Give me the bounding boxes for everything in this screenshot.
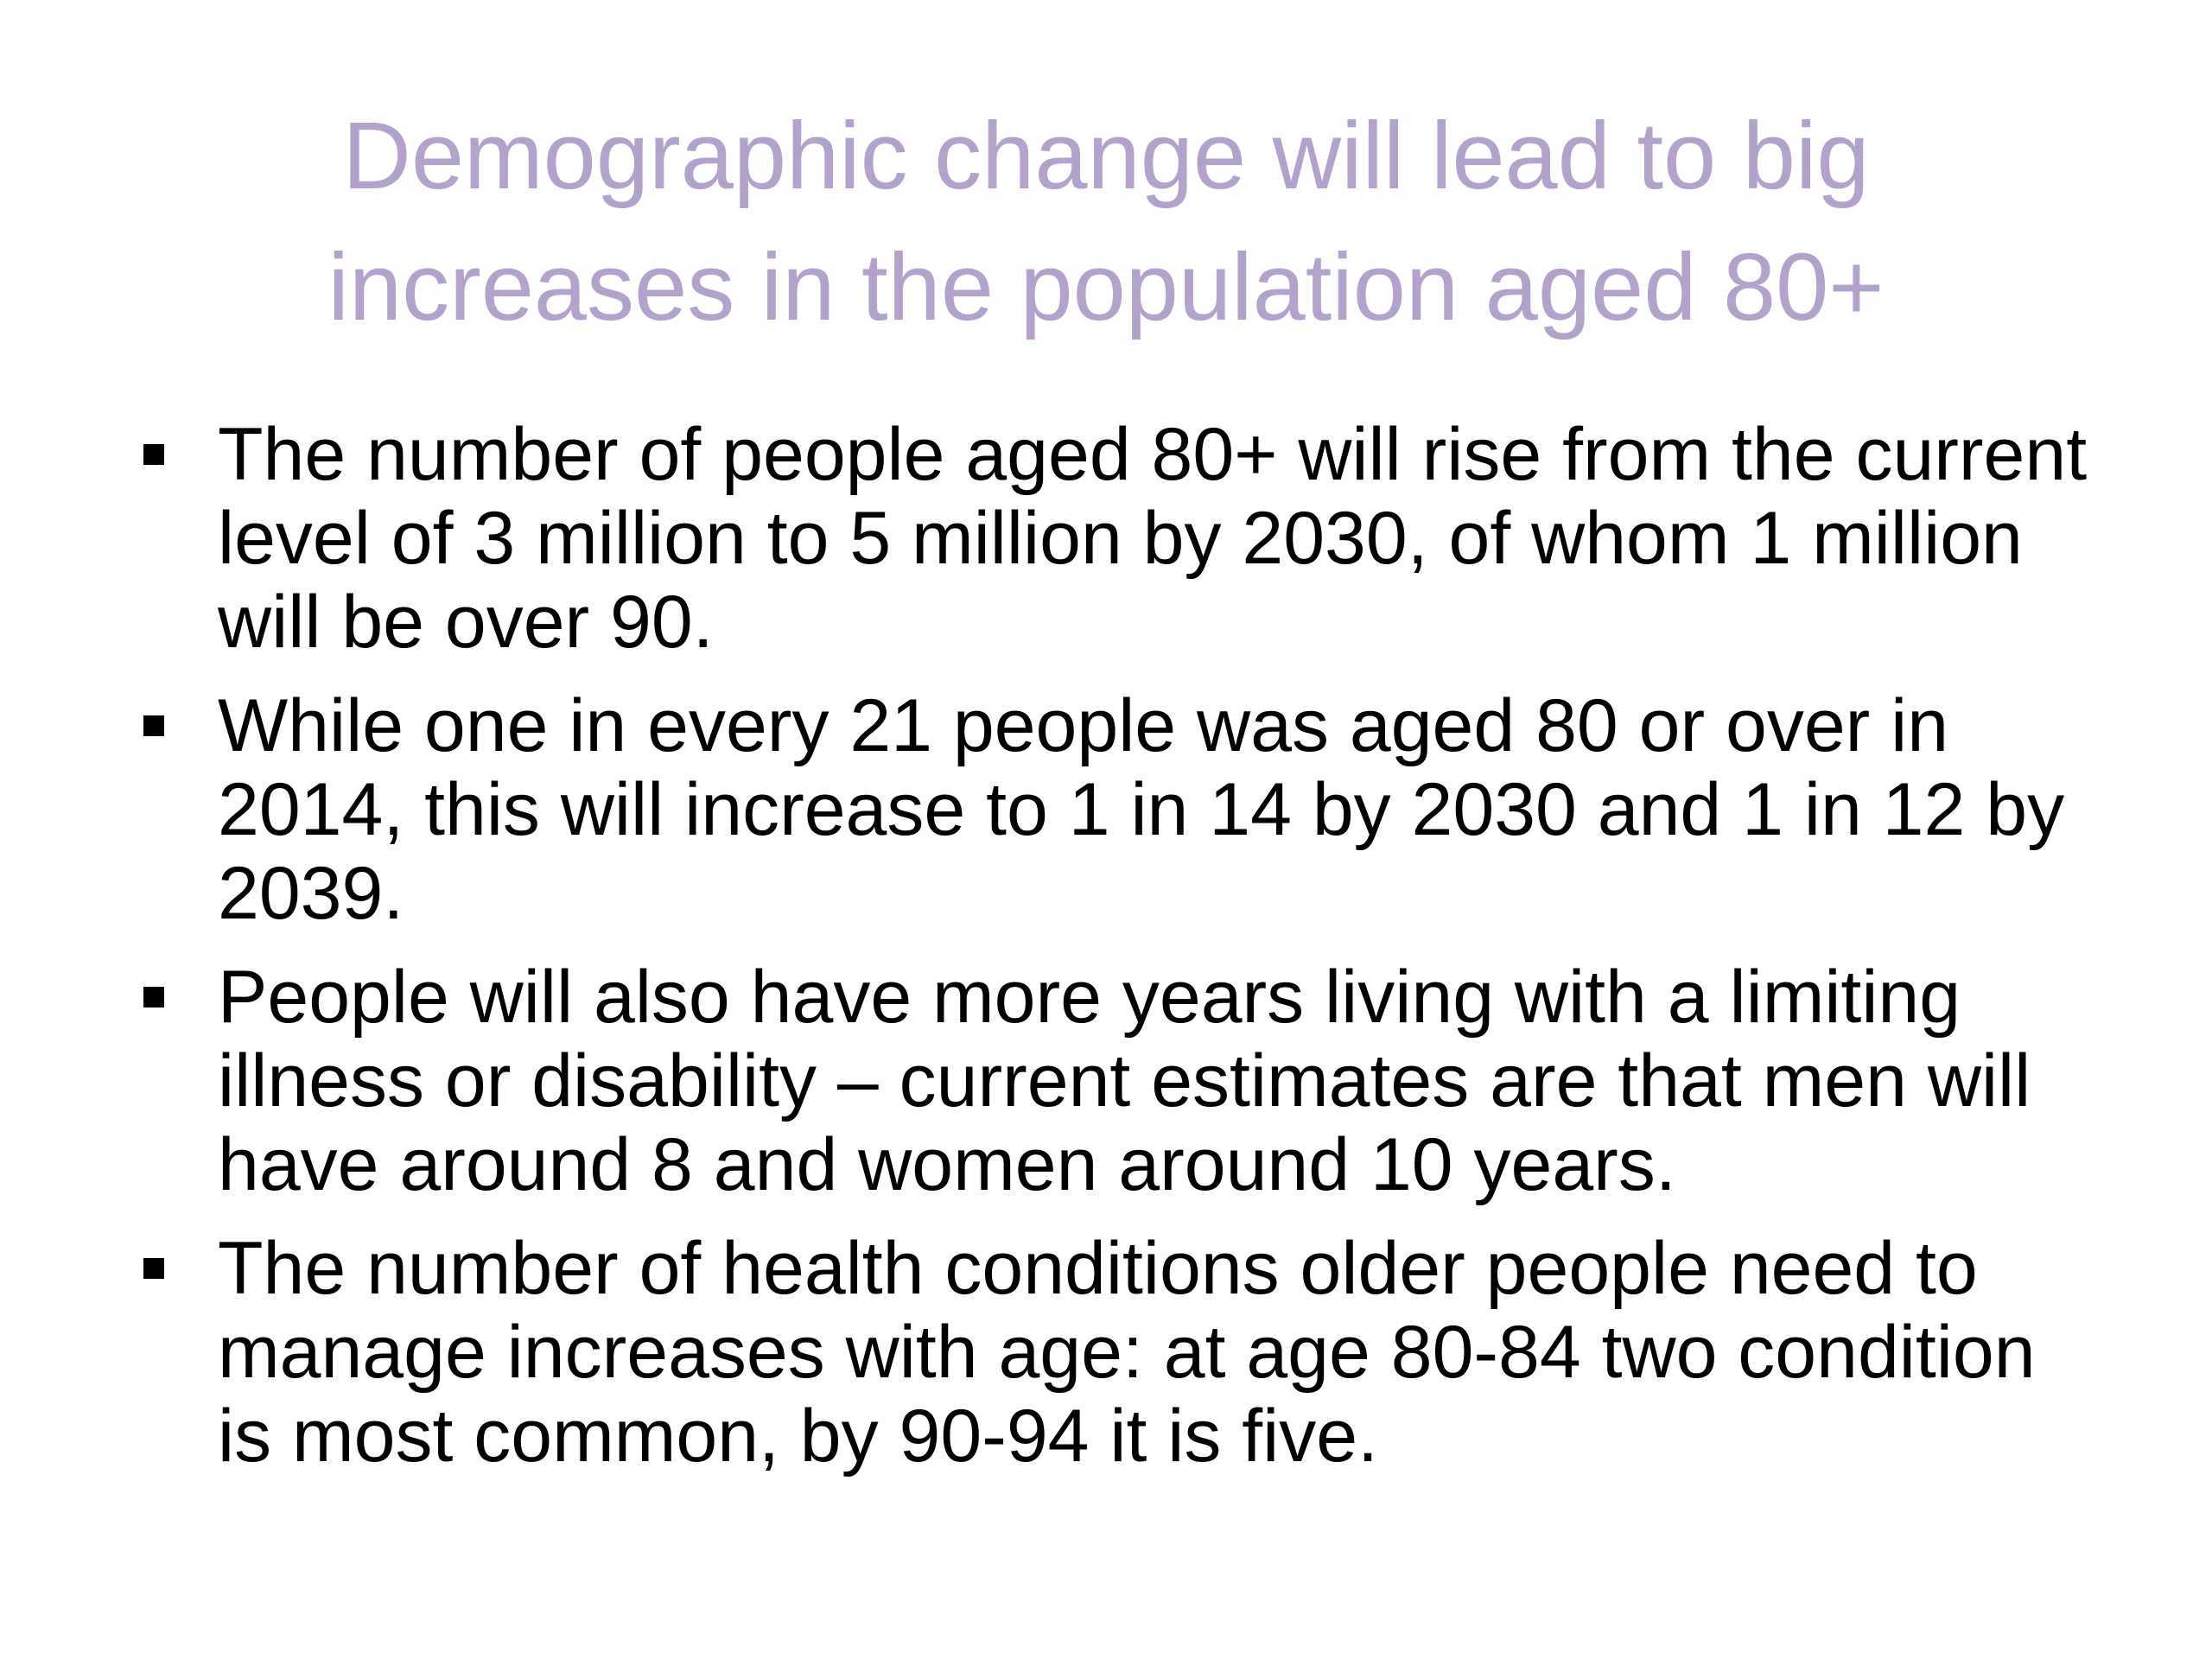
title-line-2: increases in the population aged 80+ — [327, 234, 1885, 340]
bullet-item: While one in every 21 people was aged 80… — [138, 684, 2108, 936]
bullet-text: People will also have more years living … — [218, 956, 2031, 1206]
bullet-item: People will also have more years living … — [138, 956, 2108, 1207]
square-bullet-icon — [143, 444, 164, 465]
square-bullet-icon — [143, 987, 164, 1007]
square-bullet-icon — [143, 1258, 164, 1279]
bullet-text: While one in every 21 people was aged 80… — [218, 684, 2065, 935]
square-bullet-icon — [143, 715, 164, 736]
bullet-item: The number of health conditions older pe… — [138, 1227, 2108, 1478]
bullet-text: The number of people aged 80+ will rise … — [218, 413, 2088, 664]
title-line-1: Demographic change will lead to big — [342, 103, 1870, 209]
bullet-list: The number of people aged 80+ will rise … — [138, 413, 2108, 1498]
bullet-text: The number of health conditions older pe… — [218, 1227, 2036, 1478]
bullet-item: The number of people aged 80+ will rise … — [138, 413, 2108, 664]
slide-title: Demographic change will lead to big incr… — [173, 91, 2039, 353]
